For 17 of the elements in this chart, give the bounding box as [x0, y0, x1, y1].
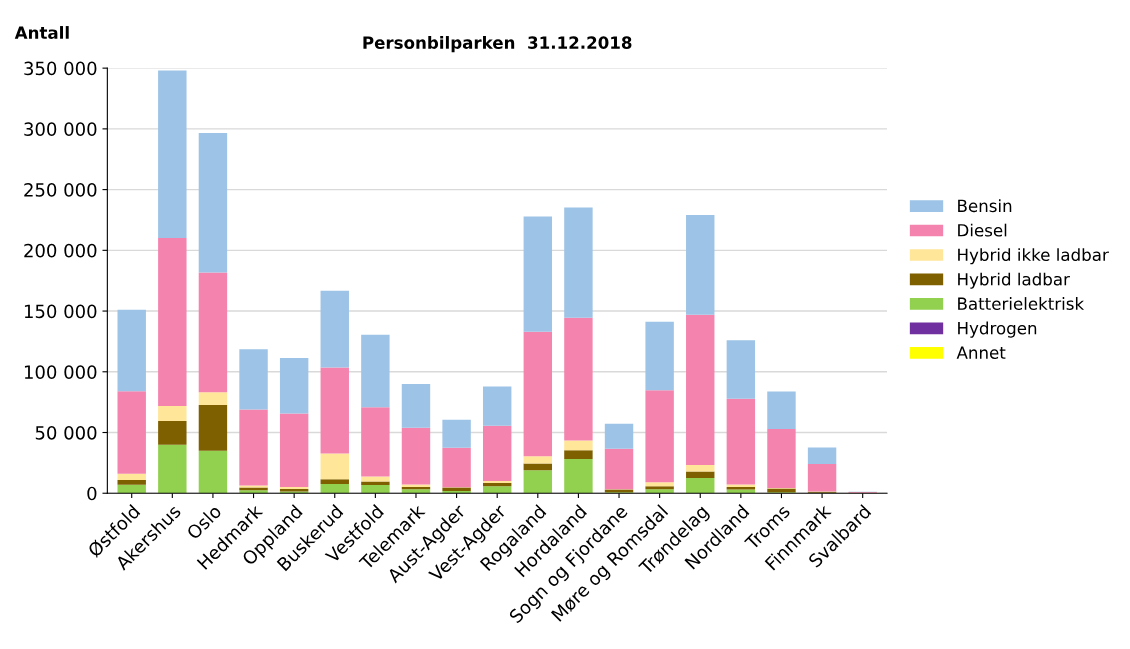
- y-tick-label: 250 000: [24, 183, 97, 197]
- y-tick-label: 150 000: [24, 304, 97, 319]
- y-tick-label: 300 000: [24, 122, 97, 136]
- legend-label: Hybrid ladbar: [958, 272, 1070, 289]
- legend-label: Bensin: [958, 199, 1012, 213]
- y-tick-label: 100 000: [24, 365, 97, 379]
- y-tick-label: 0: [87, 486, 97, 501]
- legend-label: Hybrid ikke ladbar: [958, 248, 1109, 265]
- legend-label: Annet: [956, 346, 1006, 359]
- y-tick-label: 350 000: [24, 61, 97, 76]
- legend-label: Batterielektrisk: [958, 297, 1085, 310]
- y-tick-label: 50 000: [35, 425, 97, 440]
- y-axis-title: Antall: [14, 26, 69, 39]
- chart-title: Personbilparken 31.12.2018: [363, 36, 632, 53]
- legend-label: Hydrogen: [958, 321, 1037, 338]
- y-tick-label: 200 000: [24, 243, 97, 258]
- legend-label: Diesel: [958, 223, 1007, 237]
